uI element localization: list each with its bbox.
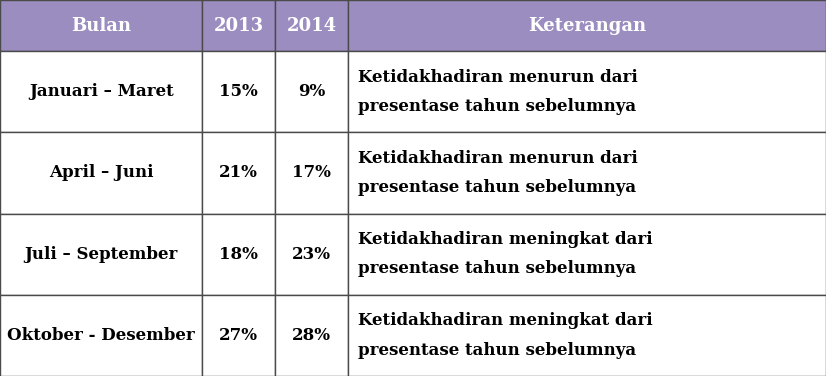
Bar [0, 132, 202, 214]
Bar [348, 51, 826, 132]
Bar [0, 214, 202, 295]
Text: Ketidakhadiran menurun dari: Ketidakhadiran menurun dari [358, 150, 638, 167]
Text: Ketidakhadiran meningkat dari: Ketidakhadiran meningkat dari [358, 231, 653, 248]
Text: Juli – September: Juli – September [25, 246, 178, 263]
Text: 28%: 28% [292, 327, 331, 344]
Bar [202, 51, 275, 132]
Bar [348, 0, 826, 51]
Bar [275, 214, 348, 295]
Text: presentase tahun sebelumnya: presentase tahun sebelumnya [358, 341, 636, 358]
Text: presentase tahun sebelumnya: presentase tahun sebelumnya [358, 260, 636, 277]
Bar [348, 295, 826, 376]
Bar [0, 0, 202, 51]
Text: 27%: 27% [219, 327, 259, 344]
Bar [0, 51, 202, 132]
Text: Bulan: Bulan [71, 17, 131, 35]
Text: Ketidakhadiran menurun dari: Ketidakhadiran menurun dari [358, 69, 638, 86]
Text: presentase tahun sebelumnya: presentase tahun sebelumnya [358, 179, 636, 196]
Bar [202, 0, 275, 51]
Bar [202, 132, 275, 214]
Text: 23%: 23% [292, 246, 331, 263]
Text: 2014: 2014 [287, 17, 336, 35]
Bar [348, 214, 826, 295]
Bar [275, 295, 348, 376]
Bar [348, 132, 826, 214]
Text: 15%: 15% [220, 83, 258, 100]
Text: 9%: 9% [298, 83, 325, 100]
Text: Ketidakhadiran meningkat dari: Ketidakhadiran meningkat dari [358, 312, 653, 329]
Text: 2013: 2013 [214, 17, 263, 35]
Text: 18%: 18% [219, 246, 259, 263]
Text: Januari – Maret: Januari – Maret [29, 83, 173, 100]
Bar [202, 214, 275, 295]
Bar [275, 132, 348, 214]
Bar [275, 0, 348, 51]
Text: April – Juni: April – Juni [49, 164, 154, 182]
Text: presentase tahun sebelumnya: presentase tahun sebelumnya [358, 98, 636, 115]
Bar [202, 295, 275, 376]
Text: 17%: 17% [292, 164, 331, 182]
Text: 21%: 21% [219, 164, 259, 182]
Bar [0, 295, 202, 376]
Text: Keterangan: Keterangan [528, 17, 646, 35]
Bar [275, 51, 348, 132]
Text: Oktober - Desember: Oktober - Desember [7, 327, 195, 344]
